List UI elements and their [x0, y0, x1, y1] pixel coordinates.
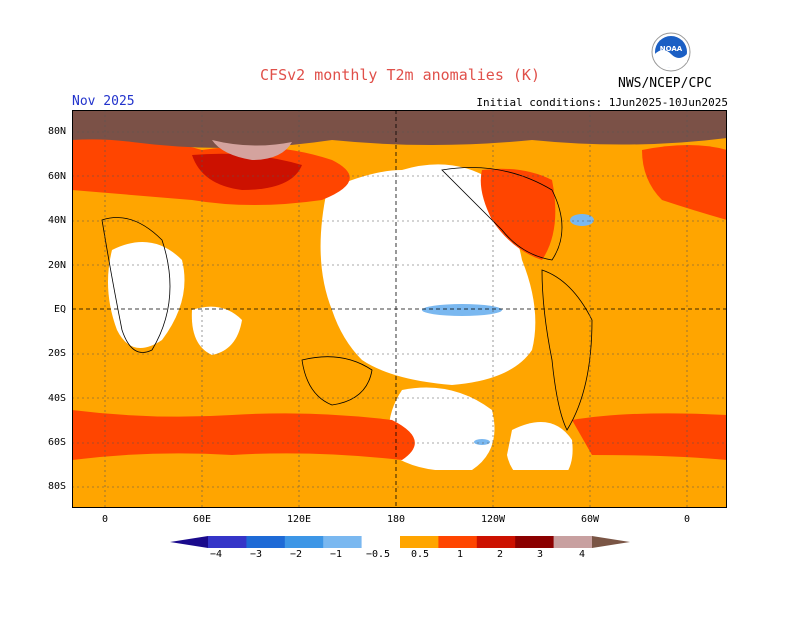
europe-warm-region: [642, 145, 727, 220]
noaa-logo: NOAA: [651, 32, 691, 72]
africa-coastline: [101, 217, 171, 353]
colorbar-cell: [476, 536, 516, 548]
lon-label: 0: [101, 514, 109, 525]
agency-label: NWS/NCEP/CPC: [618, 76, 712, 91]
colorbar-cell: [246, 536, 286, 548]
lon-label: 120W: [480, 514, 506, 525]
colorbar-label: −0.5: [365, 549, 391, 560]
month-label: Nov 2025: [72, 94, 135, 109]
colorbar-label: −4: [209, 549, 223, 560]
lat-label: 60S: [47, 437, 66, 448]
lat-label: 80S: [47, 481, 66, 492]
initial-conditions-label: Initial conditions: 1Jun2025-10Jun2025: [476, 96, 728, 109]
lat-label: 20N: [47, 260, 66, 271]
southern-ocean-warm-band: [72, 410, 415, 460]
colorbar-left-arrow: [170, 536, 208, 548]
colorbar-label: 4: [578, 549, 586, 560]
lat-label: 40S: [47, 393, 66, 404]
antarctica-region: [72, 470, 727, 508]
equatorial-pacific-cool-patch: [422, 304, 502, 316]
colorbar-cell: [400, 536, 439, 548]
lat-label: 20S: [47, 348, 66, 359]
colorbar-label: 1: [456, 549, 464, 560]
colorbar-cell: [515, 536, 555, 548]
graticule: [72, 110, 727, 508]
colorbar: [170, 536, 630, 548]
africa-neutral-region: [108, 242, 185, 348]
colorbar-cell: [553, 536, 593, 548]
lon-label: 120E: [286, 514, 312, 525]
lon-label: 60W: [580, 514, 600, 525]
australia-coastline: [301, 356, 373, 406]
colorbar-label: 2: [496, 549, 504, 560]
arctic-strong-anomaly: [72, 110, 727, 149]
south-pacific-neutral-region: [388, 387, 495, 471]
lon-label: 180: [386, 514, 406, 525]
anomaly-map: [72, 110, 727, 508]
chart-title: CFSv2 monthly T2m anomalies (K): [260, 66, 540, 84]
map-frame: [72, 110, 727, 508]
arctic-pink-anomaly: [212, 140, 292, 160]
reference-lines: [72, 110, 727, 508]
lat-label: 60N: [47, 171, 66, 182]
colorbar-cell: [284, 536, 324, 548]
lon-label: 0: [683, 514, 691, 525]
logo-text: NOAA: [660, 45, 683, 53]
lat-label: 40N: [47, 215, 66, 226]
colorbar-cell: [361, 536, 401, 548]
siberia-strong-warm-region: [192, 153, 302, 190]
colorbar-cell: [208, 536, 247, 548]
colorbar-label: −1: [329, 549, 343, 560]
colorbar-right-arrow: [592, 536, 630, 548]
colorbar-label: −3: [249, 549, 263, 560]
south-america-coastline: [541, 269, 593, 431]
colorbar-cell: [438, 536, 478, 548]
lat-label: 80N: [47, 126, 66, 137]
north-america-coastline: [441, 167, 563, 261]
pacific-neutral-region: [320, 164, 536, 385]
colorbar-label: 0.5: [410, 549, 430, 560]
lat-label: EQ: [53, 304, 66, 315]
southern-ocean-warm-band-east: [572, 413, 727, 460]
colorbar-label: 3: [536, 549, 544, 560]
south-pacific-cool-patch: [474, 439, 490, 445]
north-america-warm-region: [480, 168, 556, 260]
lon-label: 60E: [192, 514, 212, 525]
colorbar-label: −2: [289, 549, 303, 560]
atlantic-cool-patch: [570, 214, 594, 226]
indian-ocean-neutral-region: [191, 306, 242, 355]
colorbar-cell: [323, 536, 363, 548]
